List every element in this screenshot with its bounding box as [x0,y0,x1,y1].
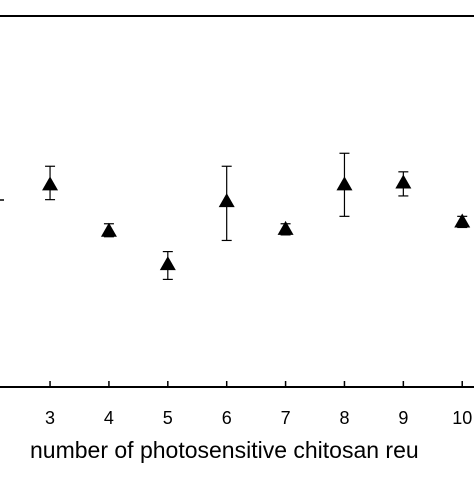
data-markers [42,174,471,271]
x-tick-label: 8 [339,408,349,428]
x-axis-ticks: 3 4 5 6 7 8 9 10 [45,381,472,428]
plot-frame [0,15,474,388]
x-tick-label: 10 [452,408,472,428]
data-point [218,193,235,208]
data-point [159,256,176,271]
data-point [336,176,353,191]
x-tick-label: 4 [104,408,114,428]
x-tick-label: 3 [45,408,55,428]
data-point [100,222,117,237]
data-point [42,176,59,191]
x-axis-label: number of photosensitive chitosan reu [30,437,419,463]
data-point [395,174,412,189]
x-tick-label: 9 [398,408,408,428]
data-point [277,220,294,235]
x-tick-label: 7 [281,408,291,428]
x-tick-label: 5 [163,408,173,428]
data-point [454,213,471,228]
error-bars [45,152,468,281]
x-tick-label: 6 [222,408,232,428]
